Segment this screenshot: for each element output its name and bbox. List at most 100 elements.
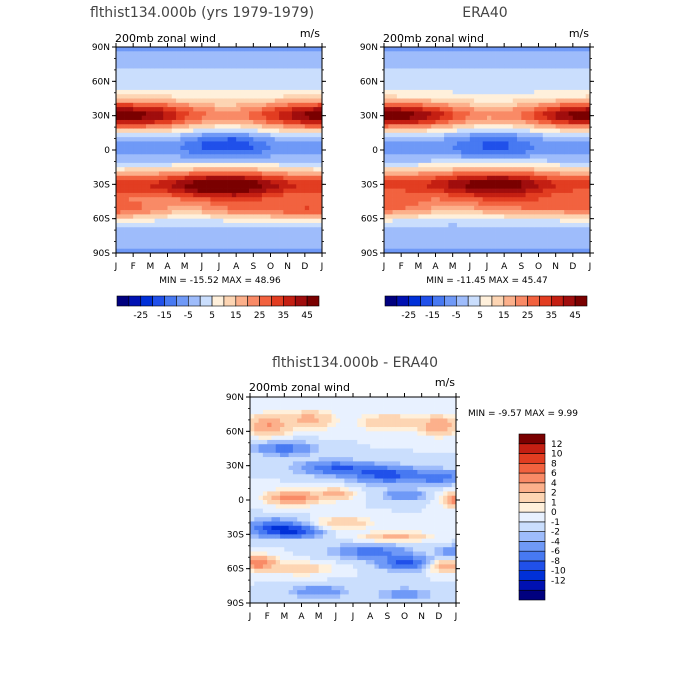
heatmap-cell xyxy=(231,210,237,215)
heatmap-cell xyxy=(254,538,259,544)
heatmap-cell xyxy=(210,81,216,86)
heatmap-cell xyxy=(572,210,578,215)
heatmap-cell xyxy=(525,167,531,172)
heatmap-cell xyxy=(116,158,121,164)
heatmap-cell xyxy=(184,68,190,74)
heatmap-cell xyxy=(504,77,509,82)
heatmap-cell xyxy=(461,167,466,172)
heatmap-cell xyxy=(538,107,544,112)
heatmap-cell xyxy=(137,94,143,99)
heatmap-cell xyxy=(240,231,246,237)
heatmap-cell xyxy=(465,150,471,155)
heatmap-cell xyxy=(555,47,561,52)
heatmap-cell xyxy=(439,81,445,86)
heatmap-cell xyxy=(146,145,151,151)
heatmap-cell xyxy=(309,107,314,112)
heatmap-cell xyxy=(555,158,561,164)
heatmap-cell xyxy=(482,89,488,95)
heatmap-cell xyxy=(279,227,284,232)
heatmap-cell xyxy=(542,158,548,164)
heatmap-cell xyxy=(388,98,393,104)
heatmap-cell xyxy=(150,132,155,138)
heatmap-cell xyxy=(452,210,458,215)
heatmap-cell xyxy=(261,77,267,82)
heatmap-cell xyxy=(388,124,393,129)
heatmap-cell xyxy=(431,132,436,138)
heatmap-cell xyxy=(384,137,389,142)
heatmap-cell xyxy=(158,102,164,108)
heatmap-cell xyxy=(146,55,151,61)
heatmap-cell xyxy=(116,167,121,172)
heatmap-cell xyxy=(388,205,393,211)
heatmap-cell xyxy=(474,244,479,250)
heatmap-cell xyxy=(188,231,194,237)
heatmap-cell xyxy=(167,51,173,56)
heatmap-cell xyxy=(180,102,186,108)
heatmap-cell xyxy=(167,137,173,142)
heatmap-cell xyxy=(542,119,548,125)
heatmap-cell xyxy=(409,115,415,121)
heatmap-cell xyxy=(317,89,323,95)
heatmap-cell xyxy=(521,111,526,117)
heatmap-cell xyxy=(154,145,160,151)
heatmap-cell xyxy=(499,141,505,147)
heatmap-cell xyxy=(244,150,250,155)
heatmap-cell xyxy=(465,51,471,56)
heatmap-cell xyxy=(240,197,246,202)
heatmap-cell xyxy=(300,150,306,155)
heatmap-cell xyxy=(257,124,263,129)
heatmap-cell xyxy=(309,119,314,125)
heatmap-cell xyxy=(581,218,587,224)
heatmap-cell xyxy=(534,94,539,99)
heatmap-cell xyxy=(572,167,578,172)
heatmap-cell xyxy=(146,124,151,129)
heatmap-cell xyxy=(236,222,241,228)
heatmap-cell xyxy=(431,167,436,172)
heatmap-cell xyxy=(414,188,419,194)
heatmap-cell xyxy=(529,128,535,134)
heatmap-cell xyxy=(559,77,565,82)
heatmap-cell xyxy=(422,81,428,86)
heatmap-cell xyxy=(392,218,398,224)
heatmap-cell xyxy=(444,210,449,215)
heatmap-cell xyxy=(435,218,441,224)
heatmap-cell xyxy=(171,51,177,56)
heatmap-cell xyxy=(478,102,484,108)
heatmap-cell xyxy=(418,51,423,56)
heatmap-cell xyxy=(137,184,143,189)
heatmap-cell xyxy=(491,167,496,172)
heatmap-cell xyxy=(201,235,207,241)
heatmap-cell xyxy=(581,154,587,159)
heatmap-cell xyxy=(287,68,293,74)
heatmap-cell xyxy=(283,244,289,250)
heatmap-cell xyxy=(223,145,228,151)
heatmap-cell xyxy=(435,180,441,185)
heatmap-cell xyxy=(254,491,259,497)
heatmap-cell xyxy=(184,72,190,78)
heatmap-cell xyxy=(542,244,548,250)
heatmap-cell xyxy=(158,111,164,117)
heatmap-cell xyxy=(309,85,314,91)
heatmap-cell xyxy=(240,150,246,155)
heatmap-cell xyxy=(431,162,436,168)
heatmap-cell xyxy=(439,47,445,52)
heatmap-cell xyxy=(491,180,496,185)
heatmap-cell xyxy=(525,89,531,95)
heatmap-cell xyxy=(456,154,462,159)
heatmap-cell xyxy=(150,98,155,104)
heatmap-cell xyxy=(512,119,518,125)
heatmap-cell xyxy=(124,85,130,91)
heatmap-cell xyxy=(254,512,259,518)
heatmap-cell xyxy=(452,59,458,65)
heatmap-cell xyxy=(508,201,514,207)
heatmap-cell xyxy=(418,150,423,155)
heatmap-cell xyxy=(534,188,539,194)
heatmap-cell xyxy=(384,128,389,134)
heatmap-cell xyxy=(504,240,509,245)
heatmap-cell xyxy=(253,188,258,194)
heatmap-cell xyxy=(435,248,441,254)
heatmap-cell xyxy=(236,150,241,155)
heatmap-cell xyxy=(274,218,280,224)
heatmap-cell xyxy=(487,124,492,129)
heatmap-cell xyxy=(244,197,250,202)
